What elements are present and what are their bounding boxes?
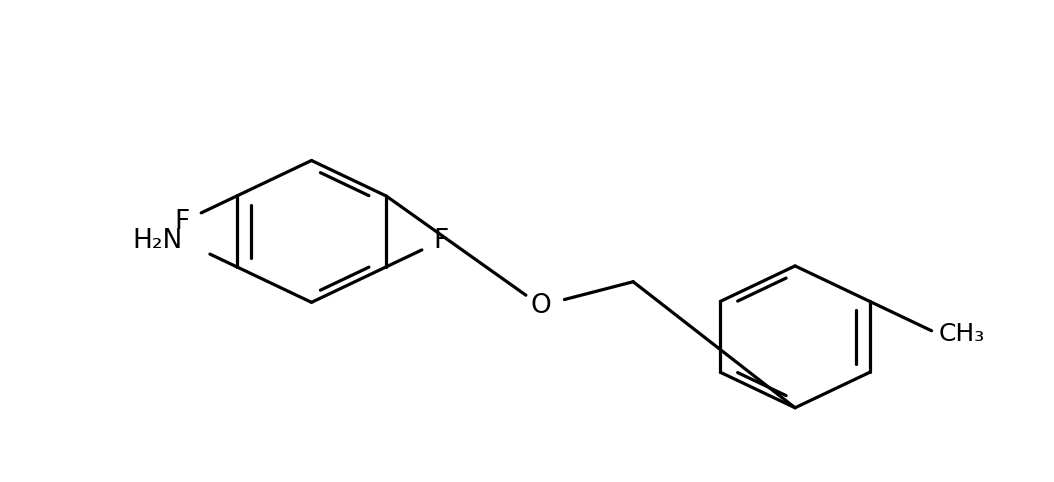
Text: F: F xyxy=(175,209,190,235)
Text: F: F xyxy=(433,228,448,254)
Text: O: O xyxy=(530,293,551,319)
Text: H₂N: H₂N xyxy=(132,228,182,254)
Text: CH₃: CH₃ xyxy=(939,322,985,346)
